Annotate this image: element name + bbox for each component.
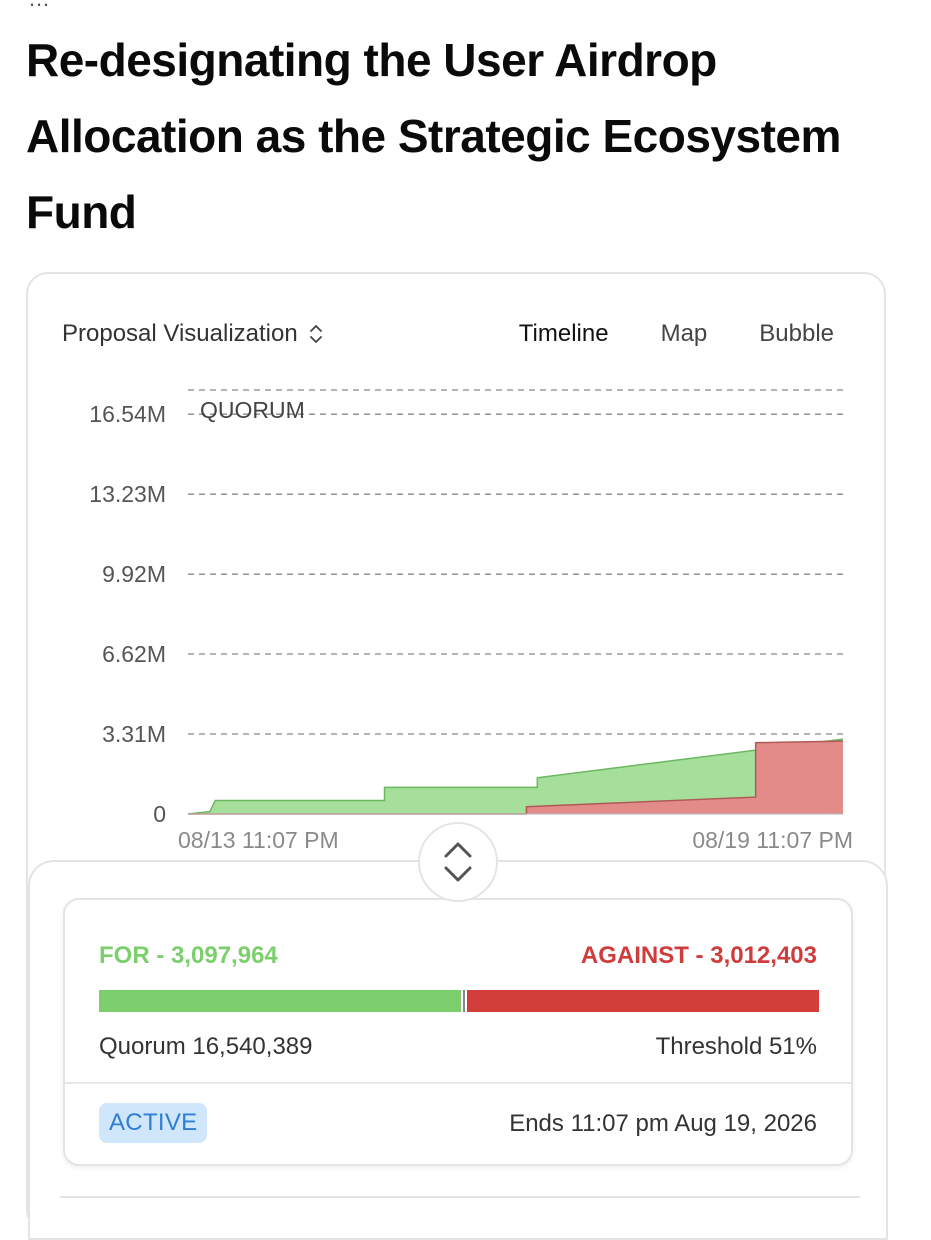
expand-collapse-button[interactable]	[418, 822, 498, 902]
visualization-title: Proposal Visualization	[62, 320, 298, 347]
chevron-up-down-icon	[444, 842, 472, 882]
tab-timeline[interactable]: Timeline	[518, 320, 609, 347]
quorum-text: Quorum 16,540,389	[99, 1033, 313, 1060]
vote-progress-bar	[99, 990, 819, 1012]
against-area	[188, 741, 843, 814]
page-title: Re-designating the User Airdrop Allocati…	[26, 34, 841, 238]
against-bar	[466, 990, 819, 1012]
threshold-marker	[460, 990, 467, 1012]
quorum-label: QUORUM	[200, 397, 305, 423]
for-line	[187, 738, 844, 815]
proposal-visualization-card: Proposal Visualization Timeline Map Bubb…	[26, 272, 888, 1240]
threshold-text: Threshold 51%	[655, 1033, 817, 1060]
timeline-chart: 16.54M 13.23M 9.92M 6.62M 3.31M 0 QUORUM 08/13 …	[89, 389, 853, 853]
next-section-edge	[60, 1196, 860, 1198]
y-tick-label: 16.54M	[89, 401, 166, 427]
visualization-tabs: Timeline Map Bubble	[519, 320, 834, 348]
against-votes-label: AGAINST - 3,012,403	[580, 942, 817, 969]
y-tick-label: 0	[153, 801, 166, 827]
status-badge: ACTIVE	[99, 1103, 208, 1143]
for-votes-label: FOR - 3,097,964	[99, 942, 278, 969]
end-time-text: Ends 11:07 pm Aug 19, 2026	[509, 1110, 817, 1137]
y-tick-label: 3.31M	[102, 721, 166, 747]
visualization-selector[interactable]: Proposal Visualization	[62, 320, 324, 348]
breadcrumb: …	[28, 0, 50, 12]
for-area	[188, 739, 843, 814]
vote-summary: FOR - 3,097,964 AGAINST - 3,012,403 Quor…	[63, 898, 853, 1166]
chevron-up-down-icon	[309, 325, 322, 343]
x-tick-label: 08/19 11:07 PM	[692, 827, 853, 853]
y-tick-label: 9.92M	[102, 561, 166, 587]
tab-bubble[interactable]: Bubble	[759, 320, 834, 347]
tab-map[interactable]: Map	[660, 320, 708, 347]
x-tick-label: 08/13 11:07 PM	[178, 827, 339, 853]
y-tick-label: 6.62M	[102, 641, 166, 667]
divider	[65, 1082, 851, 1084]
y-tick-label: 13.23M	[89, 481, 166, 507]
visualization-header: Proposal Visualization Timeline Map Bubb…	[62, 320, 834, 360]
for-bar	[99, 990, 461, 1012]
